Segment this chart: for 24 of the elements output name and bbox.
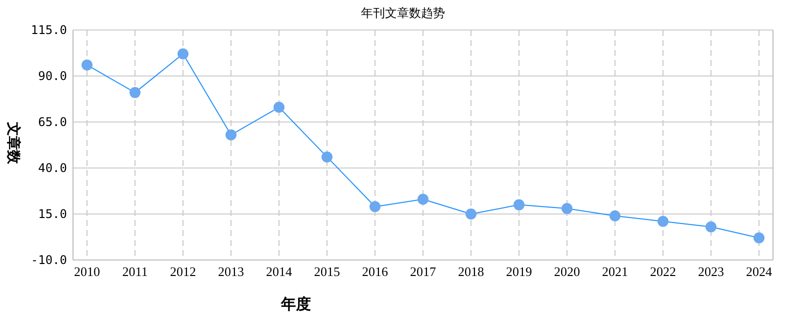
x-tick-label: 2024 — [746, 264, 772, 279]
x-tick-label: 2022 — [650, 264, 676, 279]
y-tick-label: -10.0 — [30, 253, 67, 267]
x-tick-label: 2020 — [554, 264, 580, 279]
x-tick-label: 2012 — [170, 264, 196, 279]
x-tick-label: 2023 — [698, 264, 724, 279]
y-axis-title: 文章数 — [5, 121, 22, 165]
x-tick-label: 2018 — [458, 264, 484, 279]
y-tick-label: 90.0 — [38, 69, 67, 83]
x-tick-label: 2016 — [362, 264, 388, 279]
x-tick-label: 2010 — [74, 264, 100, 279]
x-tick-label: 2019 — [506, 264, 532, 279]
chart-title: 年刊文章数趋势 — [361, 6, 445, 20]
y-tick-label: 65.0 — [38, 115, 67, 129]
x-axis-title: 年度 — [280, 295, 311, 313]
y-tick-label: 115.0 — [30, 23, 67, 37]
y-tick-label: 40.0 — [38, 161, 67, 175]
x-tick-label: 2011 — [122, 264, 148, 279]
x-tick-label: 2017 — [410, 264, 436, 279]
x-tick-label: 2014 — [266, 264, 292, 279]
x-tick-label: 2015 — [314, 264, 340, 279]
x-tick-label: 2013 — [218, 264, 244, 279]
y-tick-label: 15.0 — [38, 207, 67, 221]
x-tick-label: 2021 — [602, 264, 628, 279]
